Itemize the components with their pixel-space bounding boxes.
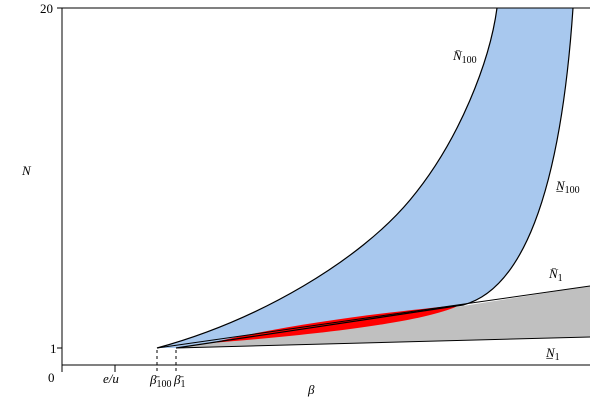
curve-label-n-underbar-1: N̲1 (545, 345, 560, 363)
x-origin-label: 0 (48, 370, 55, 385)
blue-region (157, 8, 573, 348)
y-tick-label-20: 20 (40, 1, 53, 16)
x-tick-label-beta1: β̄1 (173, 372, 185, 390)
curve-label-n-bar-1: N̄1 (548, 266, 563, 284)
y-axis-label: N (21, 163, 32, 178)
curve-n-underbar-100 (175, 7, 574, 349)
x-tick-label-beta100: β̄100 (149, 372, 171, 390)
curve-n-bar-1 (156, 285, 590, 349)
curve-n-bar-100 (156, 7, 498, 349)
x-tick-label-e-u: e/u (103, 371, 119, 386)
curve-label-n-bar-100: N̄100 (452, 48, 477, 66)
x-axis-label: β (307, 382, 315, 397)
y-tick-label-1: 1 (50, 341, 57, 356)
curve-n-underbar-1 (175, 336, 590, 349)
curve-label-n-underbar-100: N̲100 (555, 178, 580, 196)
gray-region (176, 286, 590, 348)
